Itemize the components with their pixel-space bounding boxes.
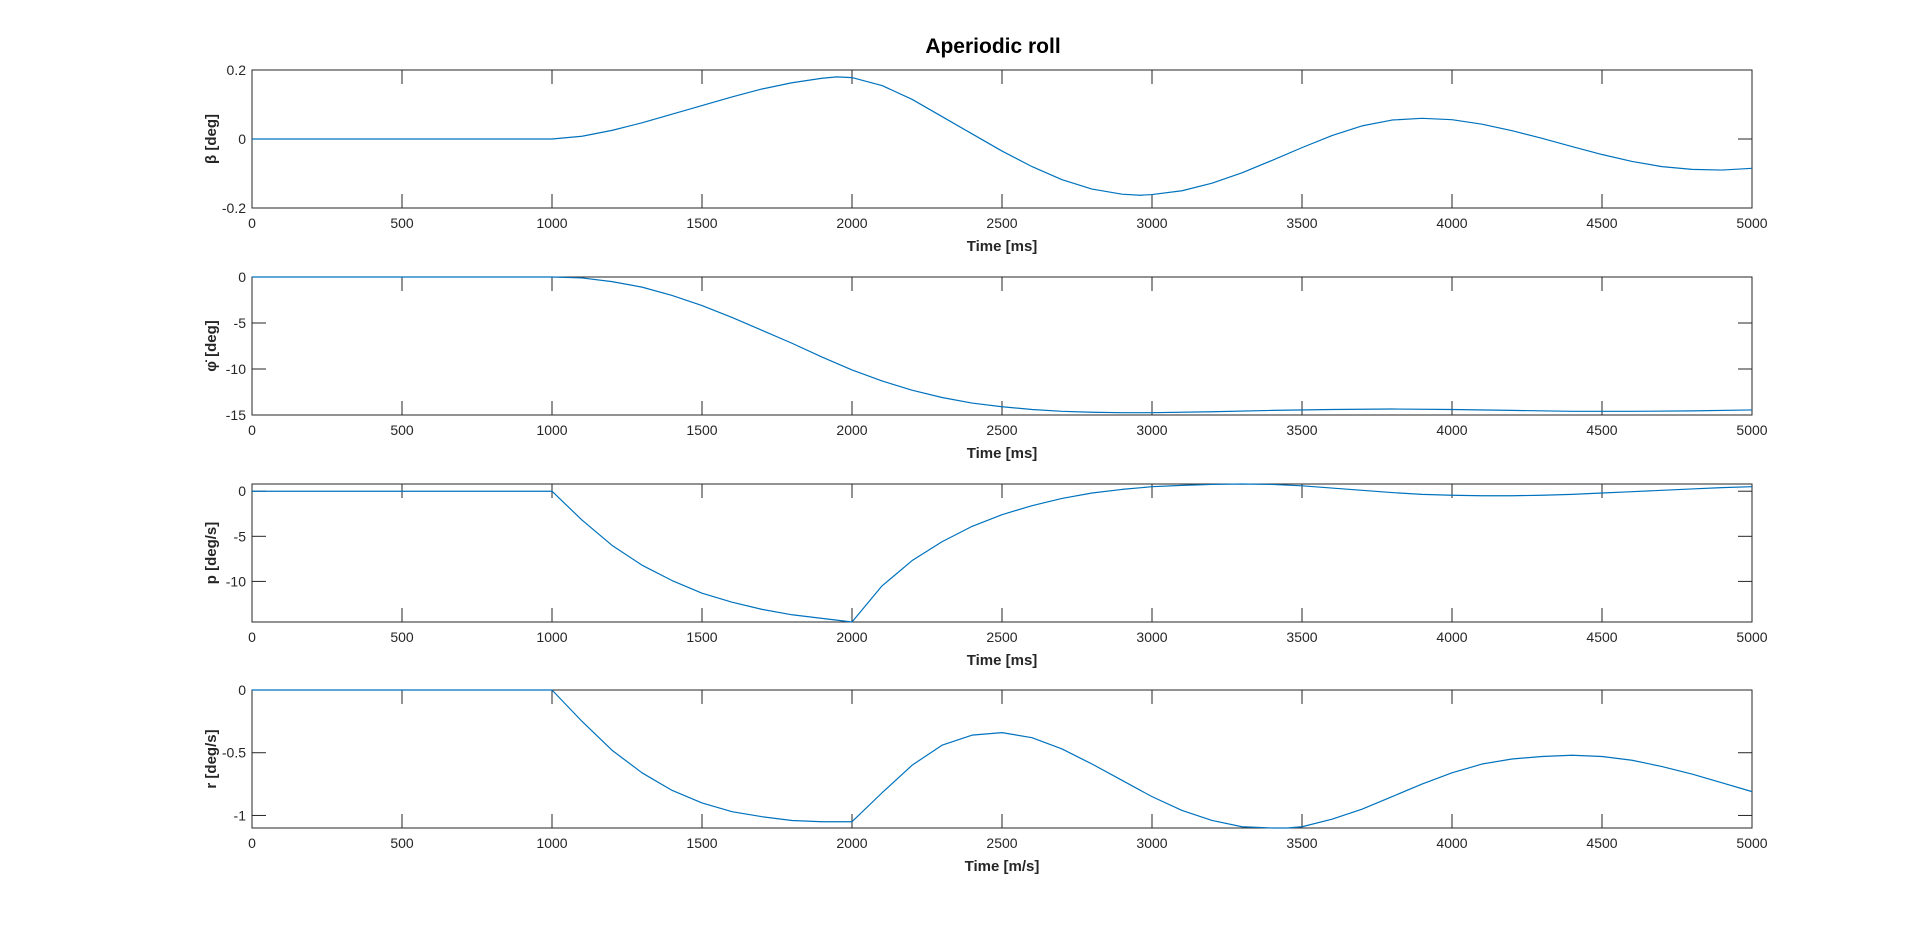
y-tick-label: -1 bbox=[234, 807, 247, 823]
series-line bbox=[252, 276, 1753, 414]
x-tick-label: 1000 bbox=[536, 422, 567, 438]
subplot-1: 0 500 1000 1500 2000 2500 3000 3500 4000 4500 5000… bbox=[203, 62, 1768, 255]
x-tick-label: 4000 bbox=[1436, 629, 1467, 645]
x-tick-label: 3500 bbox=[1286, 422, 1317, 438]
x-tick-label: 3500 bbox=[1286, 835, 1317, 851]
x-tick-label: 1500 bbox=[686, 835, 717, 851]
axes-box bbox=[251, 483, 1753, 623]
x-tick-label: 3500 bbox=[1286, 215, 1317, 231]
y-tick-label: -10 bbox=[226, 573, 246, 589]
x-tick-label: 1500 bbox=[686, 629, 717, 645]
x-tick-label: 2500 bbox=[986, 422, 1017, 438]
x-tick-label: 3500 bbox=[1286, 629, 1317, 645]
x-axis-label: Time [m/s] bbox=[965, 858, 1040, 875]
x-tick-label: 3000 bbox=[1136, 215, 1167, 231]
x-tick-label: 0 bbox=[248, 215, 256, 231]
y-tick-label: 0.2 bbox=[227, 62, 247, 78]
x-tick-label: 2500 bbox=[986, 835, 1017, 851]
y-tick-label: 0 bbox=[238, 682, 246, 698]
x-tick-label: 4500 bbox=[1586, 629, 1617, 645]
x-tick-label: 1500 bbox=[686, 422, 717, 438]
x-tick-label: 500 bbox=[390, 215, 414, 231]
x-tick-label: 500 bbox=[390, 629, 414, 645]
x-axis-label: Time [ms] bbox=[967, 445, 1038, 462]
y-tick-label: 0 bbox=[238, 131, 246, 147]
x-tick-label: 4000 bbox=[1436, 422, 1467, 438]
x-tick-label: 2000 bbox=[836, 215, 867, 231]
x-tick-label: 4500 bbox=[1586, 422, 1617, 438]
x-tick-label: 3000 bbox=[1136, 422, 1167, 438]
y-axis-label: p [deg/s] bbox=[203, 522, 220, 585]
y-tick-label: -5 bbox=[234, 315, 247, 331]
x-axis-label: Time [ms] bbox=[967, 238, 1038, 255]
x-tick-label: 5000 bbox=[1736, 215, 1767, 231]
x-tick-label: 3000 bbox=[1136, 629, 1167, 645]
x-tick-label: 1000 bbox=[536, 215, 567, 231]
subplot-3: 0 500 1000 1500 2000 2500 3000 3500 4000 4500 5000… bbox=[203, 483, 1768, 669]
axes-box bbox=[251, 276, 1753, 416]
subplot-4: 0 500 1000 1500 2000 2500 3000 3500 4000 4500 5000… bbox=[203, 682, 1768, 875]
x-tick-label: 4500 bbox=[1586, 215, 1617, 231]
x-tick-label: 3000 bbox=[1136, 835, 1167, 851]
x-axis-label: Time [ms] bbox=[967, 652, 1038, 669]
x-tick-label: 1000 bbox=[536, 835, 567, 851]
x-tick-label: 500 bbox=[390, 422, 414, 438]
series-line bbox=[252, 483, 1753, 623]
x-tick-label: 4500 bbox=[1586, 835, 1617, 851]
y-tick-label: 0 bbox=[238, 483, 246, 499]
x-tick-label: 4000 bbox=[1436, 215, 1467, 231]
x-tick-label: 2000 bbox=[836, 422, 867, 438]
axes-box bbox=[251, 689, 1753, 829]
subplot-stack: 0 500 1000 1500 2000 2500 3000 3500 4000 4500 5000… bbox=[203, 62, 1768, 875]
x-tick-label: 0 bbox=[248, 629, 256, 645]
y-axis-label: r [deg/s] bbox=[203, 729, 220, 788]
x-tick-label: 2500 bbox=[986, 215, 1017, 231]
x-tick-label: 5000 bbox=[1736, 422, 1767, 438]
series-line bbox=[252, 76, 1753, 196]
x-tick-label: 500 bbox=[390, 835, 414, 851]
y-axis-label: β [deg] bbox=[203, 114, 220, 164]
x-tick-label: 0 bbox=[248, 835, 256, 851]
x-tick-label: 1000 bbox=[536, 629, 567, 645]
figure-title: Aperiodic roll bbox=[925, 35, 1060, 58]
x-tick-label: 5000 bbox=[1736, 835, 1767, 851]
y-tick-label: 0 bbox=[238, 269, 246, 285]
y-tick-label: -0.5 bbox=[222, 745, 246, 761]
y-tick-label: -10 bbox=[226, 361, 246, 377]
y-axis-label: φ̇ [deg] bbox=[203, 320, 220, 372]
x-tick-label: 0 bbox=[248, 422, 256, 438]
series-line bbox=[252, 689, 1753, 829]
subplot-2: 0 500 1000 1500 2000 2500 3000 3500 4000 4500 5000… bbox=[203, 269, 1768, 462]
y-tick-label: -0.2 bbox=[222, 200, 246, 216]
x-tick-label: 1500 bbox=[686, 215, 717, 231]
y-tick-label: -5 bbox=[234, 528, 247, 544]
x-tick-label: 2000 bbox=[836, 835, 867, 851]
x-tick-label: 2500 bbox=[986, 629, 1017, 645]
x-tick-label: 4000 bbox=[1436, 835, 1467, 851]
x-tick-label: 2000 bbox=[836, 629, 867, 645]
y-tick-label: -15 bbox=[226, 407, 246, 423]
x-tick-label: 5000 bbox=[1736, 629, 1767, 645]
